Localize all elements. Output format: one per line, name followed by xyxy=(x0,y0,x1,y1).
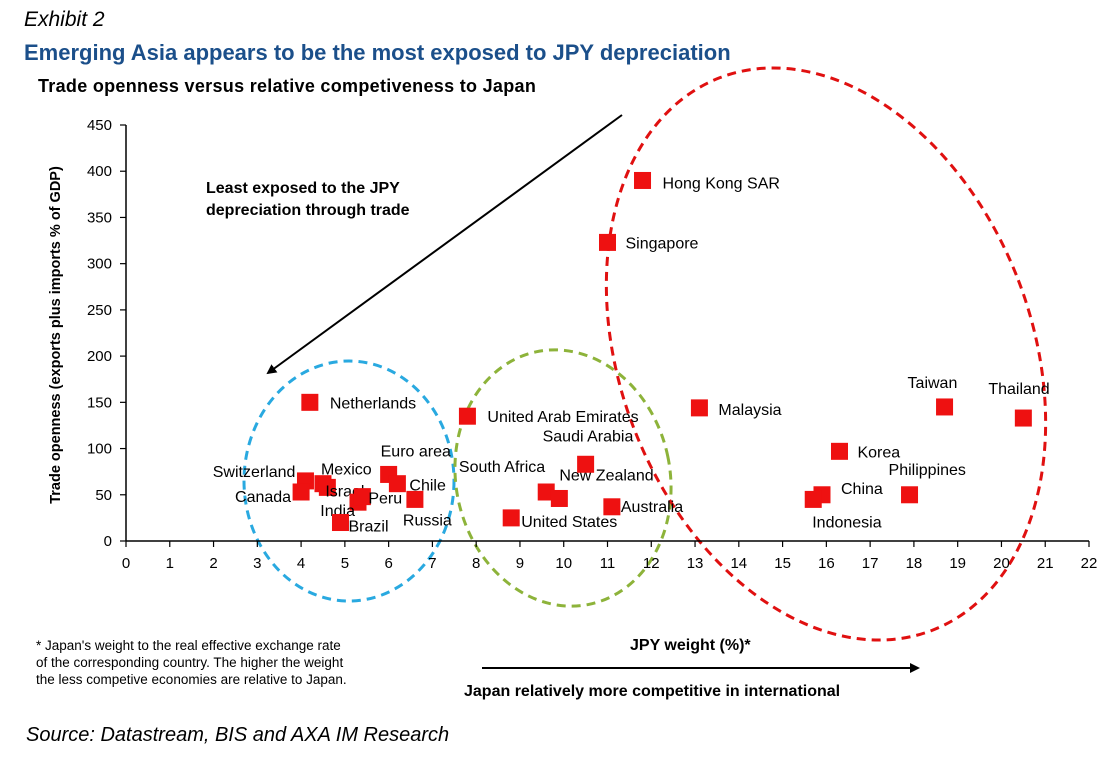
data-point-label: Philippines xyxy=(889,462,966,479)
data-point-marker xyxy=(603,498,621,516)
least-exposed-line-2: depreciation through trade xyxy=(206,202,410,219)
data-point-marker xyxy=(331,514,349,532)
least-exposed-line-1: Least exposed to the JPY xyxy=(206,180,400,197)
data-point-label: South Africa xyxy=(459,459,545,476)
data-point-label: Netherlands xyxy=(330,395,416,412)
x-tick-label: 11 xyxy=(600,555,616,572)
x-tick-label: 3 xyxy=(253,555,261,572)
y-ticks: 0 50 100 150 200 250 300 350 400 450 xyxy=(87,117,126,550)
x-ticks: 0 1 2 3 4 5 6 7 8 9 10 11 12 13 14 15 16 17 18 19 20 21 22 xyxy=(122,541,1098,572)
data-points: NetherlandsSwitzerlandCanadaMexicoIsrael… xyxy=(213,171,1050,536)
x-tick-label: 14 xyxy=(730,555,747,572)
data-point-marker xyxy=(502,509,520,527)
x-tick-label: 4 xyxy=(297,555,305,572)
data-point-marker xyxy=(901,486,919,504)
least-exposed-arrow xyxy=(266,114,623,375)
data-point-label: Singapore xyxy=(626,235,699,252)
x-tick-label: 9 xyxy=(516,555,524,572)
x-tick-label: 10 xyxy=(555,555,572,572)
data-point-label: Peru xyxy=(368,491,402,508)
x-tick-label: 18 xyxy=(906,555,923,572)
x-tick-label: 2 xyxy=(209,555,217,572)
data-point-label: Brazil xyxy=(348,519,388,536)
x-tick-label: 7 xyxy=(428,555,436,572)
data-point-label: Korea xyxy=(857,444,900,461)
source-note: Source: Datastream, BIS and AXA IM Resea… xyxy=(26,724,450,746)
x-tick-label: 8 xyxy=(472,555,480,572)
y-tick-label: 400 xyxy=(87,163,112,180)
data-point-marker xyxy=(292,483,310,501)
x-tick-label: 16 xyxy=(818,555,835,572)
data-point-marker xyxy=(634,171,652,189)
data-point-label: United States xyxy=(521,514,617,531)
data-point-marker xyxy=(830,442,848,460)
data-point-label: Malaysia xyxy=(718,402,781,419)
data-point-marker xyxy=(690,399,708,417)
data-point-marker xyxy=(550,489,568,507)
data-point-marker xyxy=(577,455,595,473)
data-point-marker xyxy=(537,483,555,501)
x-tick-label: 12 xyxy=(643,555,660,572)
x-tick-label: 22 xyxy=(1081,555,1098,572)
data-point-label: Chile xyxy=(409,478,446,495)
chart-subtitle: Trade openness versus relative competive… xyxy=(38,76,537,96)
data-point-marker xyxy=(458,407,476,425)
data-point-label: Taiwan xyxy=(908,375,958,392)
y-tick-label: 100 xyxy=(87,441,112,458)
x-axis-label: JPY weight (%)* xyxy=(630,637,751,654)
data-point-label: Mexico xyxy=(321,462,372,479)
green-cluster-ellipse xyxy=(453,348,673,608)
y-tick-label: 300 xyxy=(87,256,112,273)
headline: Emerging Asia appears to be the most exp… xyxy=(24,40,731,65)
x-tick-label: 1 xyxy=(166,555,174,572)
y-tick-label: 450 xyxy=(87,117,112,134)
data-point-label: Saudi Arabia xyxy=(543,428,634,445)
red-cluster-ellipse xyxy=(604,66,1048,642)
data-point-label: Russia xyxy=(403,512,452,529)
x-tick-label: 21 xyxy=(1037,555,1054,572)
data-point-label: Indonesia xyxy=(812,514,881,531)
data-point-marker xyxy=(1014,409,1032,427)
footnote-line: of the corresponding country. The higher… xyxy=(36,655,344,670)
x-tick-label: 5 xyxy=(341,555,349,572)
x-tick-label: 17 xyxy=(862,555,879,572)
x-tick-label: 13 xyxy=(687,555,704,572)
y-tick-label: 150 xyxy=(87,394,112,411)
data-point-marker xyxy=(388,475,406,493)
data-point-label: Switzerland xyxy=(213,464,296,481)
data-point-label: New Zealand xyxy=(559,467,653,484)
data-point-label: Thailand xyxy=(988,381,1049,398)
y-tick-label: 350 xyxy=(87,209,112,226)
x-tick-label: 15 xyxy=(774,555,791,572)
x-tick-label: 6 xyxy=(384,555,392,572)
data-point-marker xyxy=(804,490,822,508)
data-point-label: Euro area xyxy=(381,443,451,460)
x-tick-label: 20 xyxy=(993,555,1010,572)
data-point-marker xyxy=(301,393,319,411)
least-exposed-note: Least exposed to the JPY depreciation th… xyxy=(206,180,410,219)
data-point-marker xyxy=(406,490,424,508)
footnote-line: the less competive economies are relativ… xyxy=(36,672,347,687)
exhibit-label: Exhibit 2 xyxy=(24,8,105,31)
data-point-label: United Arab Emirates xyxy=(487,409,638,426)
y-tick-label: 200 xyxy=(87,348,112,365)
x-tick-label: 0 xyxy=(122,555,130,572)
data-point-label: Canada xyxy=(235,489,291,506)
data-point-marker xyxy=(318,478,336,496)
data-point-label: Hong Kong SAR xyxy=(663,175,780,192)
data-point-marker xyxy=(936,398,954,416)
y-tick-label: 250 xyxy=(87,302,112,319)
data-point-marker xyxy=(353,488,371,506)
y-axis-label: Trade openness (exports plus imports % o… xyxy=(48,166,64,504)
y-tick-label: 50 xyxy=(95,487,112,504)
data-point-label: Australia xyxy=(621,499,683,516)
data-point-label: China xyxy=(841,481,883,498)
data-point-marker xyxy=(599,233,616,251)
footnote: * Japan's weight to the real effective e… xyxy=(36,637,456,688)
y-tick-label: 0 xyxy=(104,533,112,550)
competitiveness-note: Japan relatively more competitive in int… xyxy=(464,683,840,700)
x-tick-label: 19 xyxy=(949,555,966,572)
footnote-line: * Japan's weight to the real effective e… xyxy=(36,638,341,653)
